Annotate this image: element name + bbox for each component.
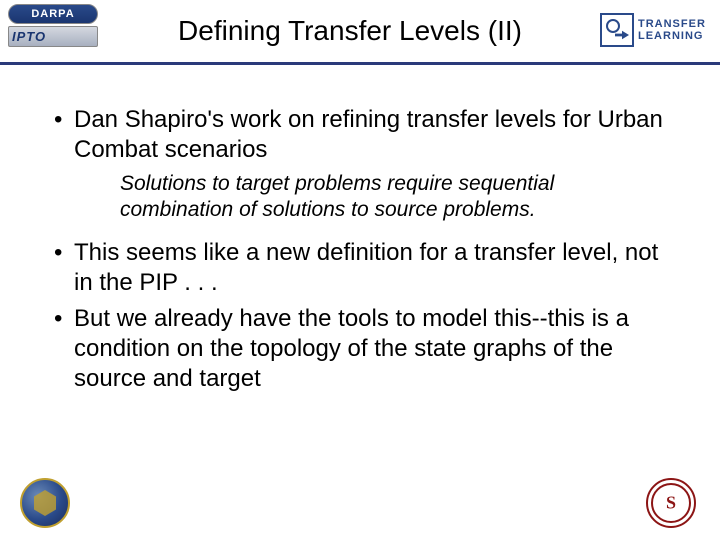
ipto-label: IPTO bbox=[12, 29, 46, 44]
transfer-learning-logo: TRANSFER LEARNING bbox=[600, 8, 710, 52]
stanford-seal-icon bbox=[646, 478, 696, 528]
slide-title: Defining Transfer Levels (II) bbox=[100, 15, 600, 47]
bullet-text: But we already have the tools to model t… bbox=[74, 304, 670, 394]
bullet-text: Dan Shapiro's work on refining transfer … bbox=[74, 105, 670, 165]
sub-bullet-item: Solutions to target problems require seq… bbox=[120, 171, 630, 224]
dod-seal-icon bbox=[20, 478, 70, 528]
darpa-badge: DARPA bbox=[8, 4, 98, 24]
darpa-ipto-logo: DARPA IPTO bbox=[8, 4, 98, 54]
bullet-item: • This seems like a new definition for a… bbox=[50, 238, 670, 298]
bullet-marker: • bbox=[50, 105, 74, 165]
bullet-item: • Dan Shapiro's work on refining transfe… bbox=[50, 105, 670, 165]
slide-body: • Dan Shapiro's work on refining transfe… bbox=[0, 65, 720, 394]
bullet-item: • But we already have the tools to model… bbox=[50, 304, 670, 394]
transfer-learning-icon bbox=[600, 13, 634, 47]
bullet-marker: • bbox=[50, 304, 74, 394]
footer bbox=[0, 474, 720, 532]
transfer-learning-text: TRANSFER LEARNING bbox=[638, 18, 706, 42]
tl-line1: TRANSFER bbox=[638, 18, 706, 30]
ipto-badge: IPTO bbox=[8, 26, 98, 47]
bullet-marker: • bbox=[50, 238, 74, 298]
sub-bullet-text: Solutions to target problems require seq… bbox=[120, 171, 630, 224]
tl-line2: LEARNING bbox=[638, 30, 706, 42]
bullet-text: This seems like a new definition for a t… bbox=[74, 238, 670, 298]
slide-header: DARPA IPTO Defining Transfer Levels (II)… bbox=[0, 0, 720, 62]
